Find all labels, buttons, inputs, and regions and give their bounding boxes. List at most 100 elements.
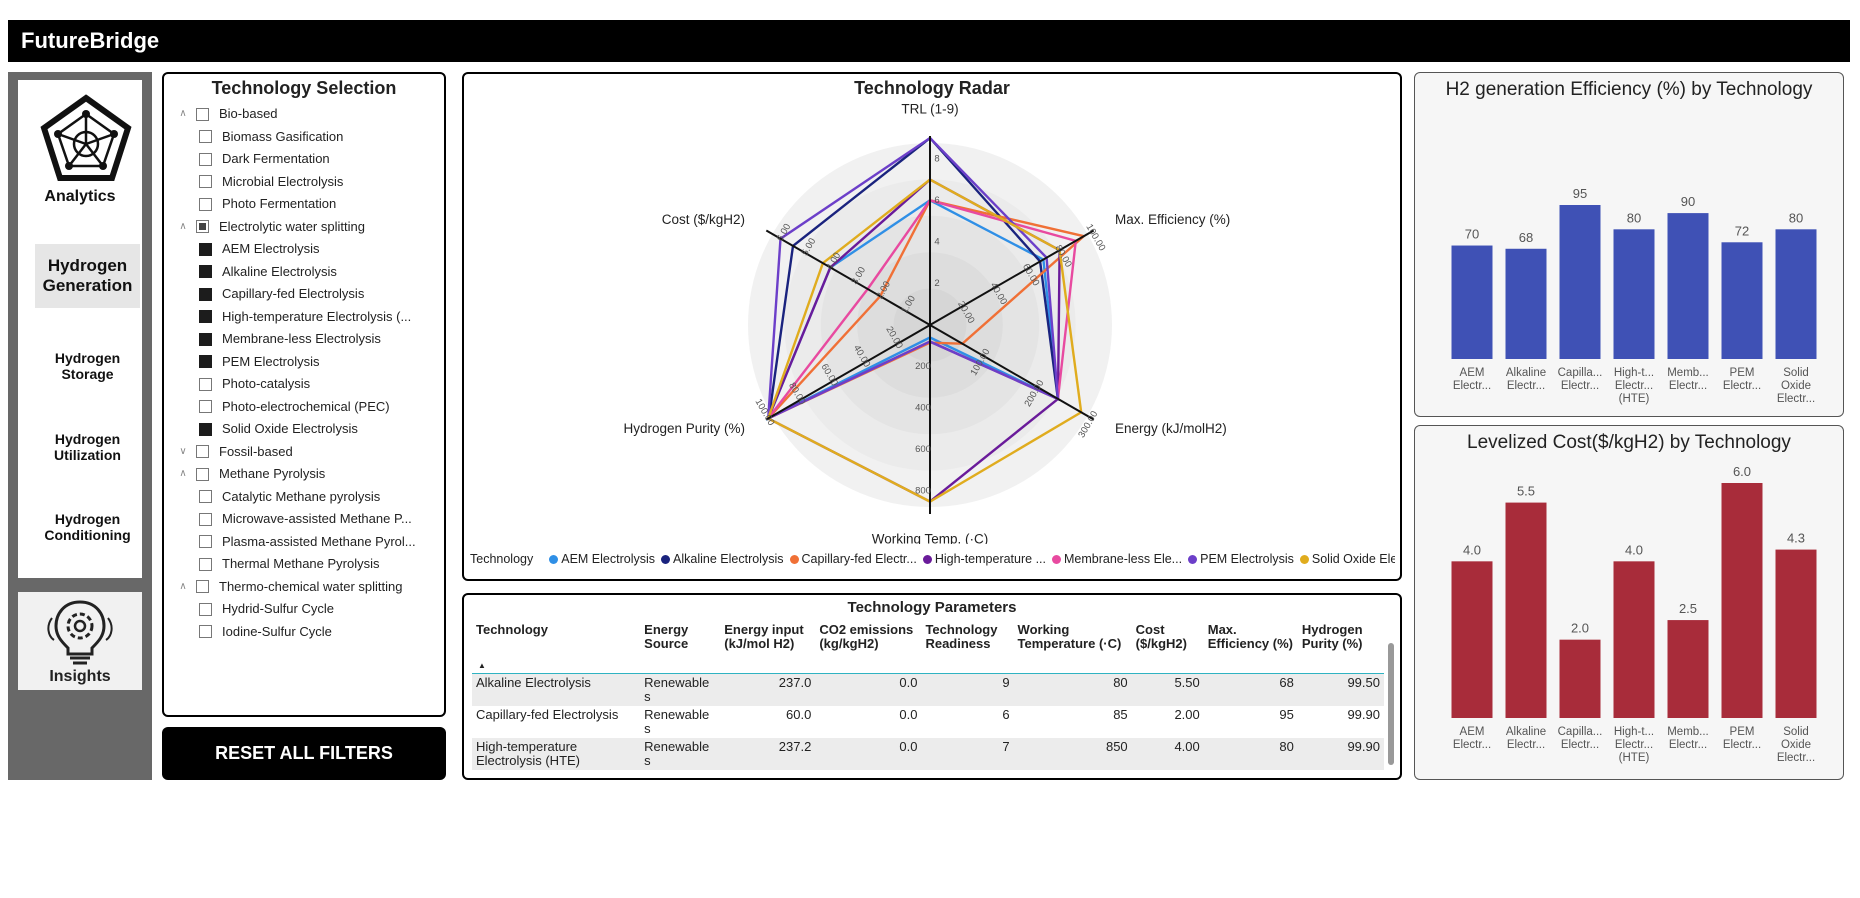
checkbox[interactable] [199, 602, 212, 616]
bar-alkaline-electr[interactable] [1505, 248, 1547, 359]
tree-item-thermo-chemical-water-splitting[interactable]: ∧ Thermo-chemical water splitting [176, 577, 438, 597]
tree-item-plasma-assisted-methane-pyrol[interactable]: Plasma-assisted Methane Pyrol... [199, 532, 437, 552]
bar-solid-oxide-electr[interactable] [1775, 549, 1817, 718]
tree-item-dark-fermentation[interactable]: Dark Fermentation [199, 149, 437, 169]
bar-pem-electr[interactable] [1721, 242, 1763, 359]
checkbox[interactable] [199, 152, 212, 166]
collapse-chevron-icon[interactable]: ∧ [179, 220, 187, 232]
category-label: Memb... [1667, 726, 1709, 738]
checkbox[interactable] [199, 625, 212, 638]
legend-item-capillary-fed-electrolysis[interactable]: Capillary-fed Electr... [789, 552, 917, 566]
column-header-energy-input-kj-mol-h2[interactable]: Energy input (kJ/mol H2) [724, 622, 804, 651]
checkbox[interactable] [199, 422, 212, 436]
bar-high-t-electr-hte[interactable] [1613, 561, 1655, 718]
column-header-technology-readiness[interactable]: Technology Readiness [925, 622, 998, 651]
tree-item-aem-electrolysis[interactable]: AEM Electrolysis [199, 239, 437, 259]
tree-item-electrolytic-water-splitting[interactable]: ∧ Electrolytic water splitting [176, 217, 438, 237]
bar-pem-electr[interactable] [1721, 483, 1763, 718]
table-row[interactable]: Capillary-fed Electrolysis Renewable s 60.… [472, 706, 1384, 738]
column-header-cost-kgh2[interactable]: Cost ($/kgH2) [1135, 622, 1187, 651]
reset-all-filters-button[interactable]: RESET ALL FILTERS [162, 727, 446, 780]
legend-item-solid-oxide-electrolysis[interactable]: Solid Oxide Electrol... [1299, 552, 1395, 566]
tree-item-thermal-methane-pyrolysis[interactable]: Thermal Methane Pyrolysis [199, 554, 437, 574]
tree-item-solid-oxide-electrolysis[interactable]: Solid Oxide Electrolysis [199, 419, 437, 439]
tree-item-membrane-less-electrolysis[interactable]: Membrane-less Electrolysis [199, 329, 437, 349]
collapse-chevron-icon[interactable]: ∧ [179, 468, 187, 479]
checkbox[interactable] [199, 377, 212, 391]
nav-hydrogen-conditioning[interactable]: Hydrogen Conditioning [44, 511, 131, 543]
column-header-technology[interactable]: Technology [476, 622, 548, 637]
tree-item-methane-pyrolysis[interactable]: ∧ Methane Pyrolysis [176, 464, 438, 484]
checkbox[interactable] [199, 242, 212, 256]
bar-memb-electr[interactable] [1667, 213, 1709, 359]
tree-item-catalytic-methane-pyrolysis[interactable]: Catalytic Methane pyrolysis [199, 487, 437, 507]
bar-capilla-electr[interactable] [1559, 639, 1601, 718]
sort-indicator-icon[interactable]: ▲ [478, 661, 486, 670]
checkbox[interactable] [199, 557, 212, 571]
tree-item-photo-electrochemical-pec[interactable]: Photo-electrochemical (PEC) [199, 397, 437, 417]
analytics-label[interactable]: Analytics [44, 188, 116, 205]
bar-capilla-electr[interactable] [1559, 205, 1601, 359]
column-header-co2-emissions-kg-kgh2[interactable]: CO2 emissions (kg/kgH2) [819, 622, 914, 651]
tree-item-alkaline-electrolysis[interactable]: Alkaline Electrolysis [199, 262, 437, 282]
checkbox[interactable] [199, 332, 212, 346]
column-header-max-efficiency[interactable]: Max. Efficiency (%) [1207, 622, 1293, 651]
nav-hydrogen-storage[interactable]: Hydrogen Storage [54, 350, 121, 382]
checkbox[interactable] [199, 287, 212, 301]
table-scrollbar[interactable] [1388, 643, 1394, 765]
checkbox[interactable] [199, 490, 212, 503]
checkbox[interactable] [196, 220, 209, 233]
radar-tick-label: 4 [934, 236, 939, 247]
bar-solid-oxide-electr[interactable] [1775, 229, 1817, 359]
table-row[interactable]: High-temperature Electrolysis (HTE) Renew… [472, 737, 1384, 770]
bar-memb-electr[interactable] [1667, 620, 1709, 718]
tree-item-fossil-based[interactable]: ∨ Fossil-based [176, 442, 438, 462]
checkbox[interactable] [199, 310, 212, 323]
checkbox[interactable] [199, 535, 212, 548]
checkbox[interactable] [199, 512, 212, 526]
analytics-logo-icon[interactable] [40, 94, 132, 184]
table-row[interactable]: Alkaline Electrolysis Renewable s 237.0 0.0… [472, 673, 1384, 706]
column-header-hydrogen-purity[interactable]: Hydrogen Purity (%) [1301, 622, 1363, 651]
category-label: Oxide [1781, 739, 1811, 751]
checkbox[interactable] [199, 130, 212, 143]
tree-item-capillary-fed-electrolysis[interactable]: Capillary-fed Electrolysis [199, 284, 437, 304]
nav-hydrogen-generation[interactable]: Hydrogen Generation [35, 244, 140, 308]
tree-item-pem-electrolysis[interactable]: PEM Electrolysis [199, 352, 437, 372]
tree-item-hydrid-sulfur-cycle[interactable]: Hydrid-Sulfur Cycle [199, 599, 437, 619]
tree-item-high-temperature-electrolysis[interactable]: High-temperature Electrolysis (... [199, 307, 437, 327]
tree-item-bio-based[interactable]: ∧ Bio-based [176, 104, 438, 124]
checkbox[interactable] [199, 355, 212, 368]
checkbox[interactable] [199, 197, 212, 211]
bar-aem-electr[interactable] [1451, 245, 1493, 359]
insights-button[interactable]: Insights [18, 592, 142, 690]
checkbox[interactable] [199, 400, 212, 413]
expand-chevron-icon[interactable]: ∨ [179, 445, 187, 457]
checkbox[interactable] [196, 467, 209, 481]
bar-aem-electr[interactable] [1451, 561, 1493, 718]
tree-item-microbial-electrolysis[interactable]: Microbial Electrolysis [199, 172, 437, 192]
legend-item-alkaline-electrolysis[interactable]: Alkaline Electrolysis [661, 552, 784, 566]
tree-item-biomass-gasification[interactable]: Biomass Gasification [199, 127, 437, 147]
legend-item-pem-electrolysis[interactable]: PEM Electrolysis [1188, 552, 1294, 566]
tree-item-iodine-sulfur-cycle[interactable]: Iodine-Sulfur Cycle [199, 622, 437, 642]
checkbox[interactable] [196, 107, 209, 121]
checkbox[interactable] [199, 265, 212, 278]
tree-item-photo-catalysis[interactable]: Photo-catalysis [199, 374, 437, 394]
column-header-energy-source[interactable]: Energy Source [644, 622, 689, 651]
checkbox[interactable] [196, 580, 209, 593]
checkbox[interactable] [196, 445, 209, 458]
tree-item-microwave-assisted-methane-p[interactable]: Microwave-assisted Methane P... [199, 509, 437, 529]
checkbox[interactable] [199, 175, 212, 188]
collapse-chevron-icon[interactable]: ∧ [179, 580, 187, 592]
legend-item-high-temperature-electrolysis[interactable]: High-temperature ... [922, 552, 1046, 566]
bar-alkaline-electr[interactable] [1505, 502, 1547, 718]
column-header-working-temperature-c[interactable]: Working Temperature (·C) [1017, 622, 1122, 651]
bar-high-t-electr-hte[interactable] [1613, 229, 1655, 359]
legend-item-aem-electrolysis[interactable]: AEM Electrolysis [549, 552, 655, 566]
efficiency-bar-chart: 70AEMElectr...68AlkalineElectr...95Capil… [1451, 186, 1817, 405]
nav-hydrogen-utilization[interactable]: Hydrogen Utilization [54, 431, 121, 463]
tree-item-photo-fermentation[interactable]: Photo Fermentation [199, 194, 437, 214]
legend-item-membrane-less-electrolysis[interactable]: Membrane-less Ele... [1052, 552, 1182, 566]
collapse-chevron-icon[interactable]: ∧ [179, 108, 187, 119]
